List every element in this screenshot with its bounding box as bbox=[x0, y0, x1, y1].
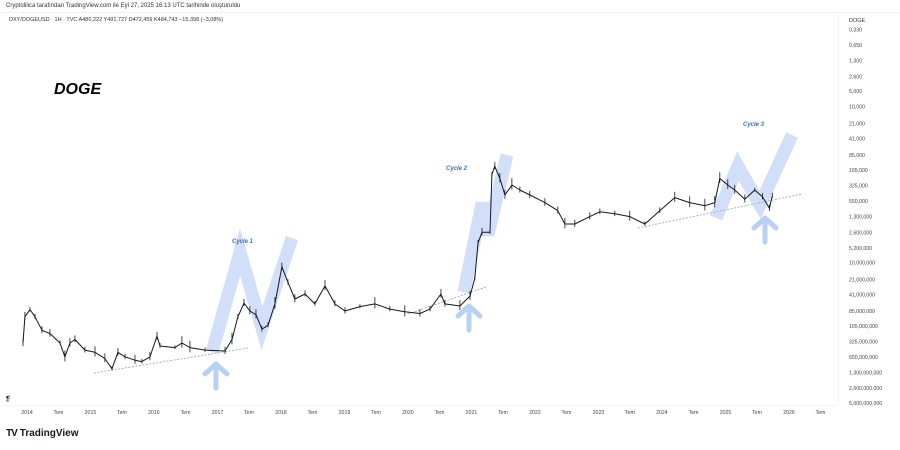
trendline-cycle-1[interactable] bbox=[93, 347, 249, 374]
price-tick-label: 5,200,000 bbox=[849, 246, 872, 252]
time-tick-label: 2016 bbox=[148, 410, 160, 416]
chart-credit: Cryptolilica tarafından TradingView.com … bbox=[6, 3, 241, 9]
price-tick-label: 0,330 bbox=[849, 28, 862, 34]
time-tick-label: Tem bbox=[181, 410, 191, 416]
price-axis-divider bbox=[838, 13, 839, 405]
cycle-1-label: Cycle 1 bbox=[232, 239, 254, 245]
scale-settings-icon[interactable]: ❡ bbox=[5, 395, 11, 403]
time-tick-label: Tem bbox=[752, 410, 762, 416]
time-tick-label: 2025 bbox=[720, 410, 732, 416]
arrow-up-icon bbox=[455, 303, 483, 333]
price-tick-label: 165,000 bbox=[849, 168, 868, 174]
price-axis: 0,330 0,650 1,300 2,600 5,000 10,000 21,000 41,… bbox=[849, 28, 882, 407]
arrow-up-icon bbox=[202, 361, 230, 391]
time-tick-label: 2017 bbox=[212, 410, 224, 416]
time-tick-label: Tem bbox=[371, 410, 381, 416]
price-tick-label: 5,000 bbox=[849, 89, 862, 95]
price-tick-label: 41,000 bbox=[849, 137, 865, 143]
price-tick-label: 2,600,000 bbox=[849, 230, 872, 236]
cycle-2-label: Cycle 2 bbox=[446, 166, 468, 172]
header-divider bbox=[0, 12, 900, 13]
cycle-3-zigzag bbox=[710, 132, 798, 221]
time-tick-label: 2026 bbox=[783, 410, 795, 416]
price-tick-label: 21,000,000 bbox=[849, 277, 875, 283]
time-tick-label: 2023 bbox=[593, 410, 605, 416]
price-tick-label: 10,000,000 bbox=[849, 261, 875, 267]
time-tick-label: Tem bbox=[689, 410, 699, 416]
price-tick-label: 2,600 bbox=[849, 74, 862, 80]
time-axis: 2014 Tem 2015 Tem 2016 Tem 2017 Tem 2018 Tem 2019 T… bbox=[21, 410, 825, 416]
price-tick-label: 165,000,000 bbox=[849, 324, 878, 330]
time-tick-label: 2019 bbox=[339, 410, 351, 416]
price-tick-label: 85,000,000 bbox=[849, 309, 875, 315]
price-tick-label: 325,000,000 bbox=[849, 339, 878, 345]
price-tick-label: 10,000 bbox=[849, 105, 865, 111]
price-series: ❡ bbox=[5, 162, 773, 403]
chart-title: DOGE bbox=[54, 81, 102, 98]
time-tick-label: Tem bbox=[54, 410, 64, 416]
time-tick-label: 2018 bbox=[275, 410, 287, 416]
price-tick-label: 0,650 bbox=[849, 43, 862, 49]
price-line bbox=[22, 165, 773, 370]
price-tick-label: 1,300,000 bbox=[849, 215, 872, 221]
price-tick-label: 5,000,000,000 bbox=[849, 401, 882, 407]
price-tick-label: 650,000,000 bbox=[849, 355, 878, 361]
time-tick-label: 2020 bbox=[402, 410, 414, 416]
time-tick-label: 2024 bbox=[656, 410, 668, 416]
time-tick-label: Tem bbox=[498, 410, 508, 416]
price-tick-label: 21,000 bbox=[849, 121, 865, 127]
time-tick-label: Tem bbox=[816, 410, 826, 416]
symbol-legend: DXY/DOGEUSD · 1H · TVC A480,222 Y491,727… bbox=[9, 17, 224, 23]
annotation-layer bbox=[93, 132, 803, 391]
time-tick-label: Tem bbox=[117, 410, 127, 416]
cycle-2-zigzag bbox=[457, 153, 514, 294]
brand-name: TradingView bbox=[19, 428, 79, 439]
tradingview-brand[interactable]: TV TradingView bbox=[6, 428, 79, 439]
time-tick-label: Tem bbox=[435, 410, 445, 416]
time-tick-label: 2014 bbox=[21, 410, 33, 416]
arrow-up-icon bbox=[751, 215, 779, 245]
time-tick-label: Tem bbox=[244, 410, 254, 416]
price-tick-label: 1,300,000,000 bbox=[849, 371, 882, 377]
price-tick-label: 650,000 bbox=[849, 199, 868, 205]
time-tick-label: Tem bbox=[562, 410, 572, 416]
time-tick-label: Tem bbox=[308, 410, 318, 416]
price-axis-title: DOGE bbox=[849, 18, 866, 24]
time-tick-label: 2021 bbox=[466, 410, 478, 416]
time-axis-divider bbox=[0, 405, 838, 406]
cycle-3-label: Cycle 3 bbox=[743, 122, 765, 128]
price-tick-label: 325,000 bbox=[849, 183, 868, 189]
time-tick-label: Tem bbox=[625, 410, 635, 416]
cycle-1-zigzag bbox=[205, 228, 299, 354]
price-tick-label: 41,000,000 bbox=[849, 293, 875, 299]
price-tick-label: 2,600,000,000 bbox=[849, 386, 882, 392]
price-tick-label: 1,300 bbox=[849, 59, 862, 65]
tradingview-logo-icon: TV bbox=[6, 428, 18, 439]
time-tick-label: 2015 bbox=[85, 410, 97, 416]
time-tick-label: 2022 bbox=[529, 410, 541, 416]
price-tick-label: 85,000 bbox=[849, 153, 865, 159]
